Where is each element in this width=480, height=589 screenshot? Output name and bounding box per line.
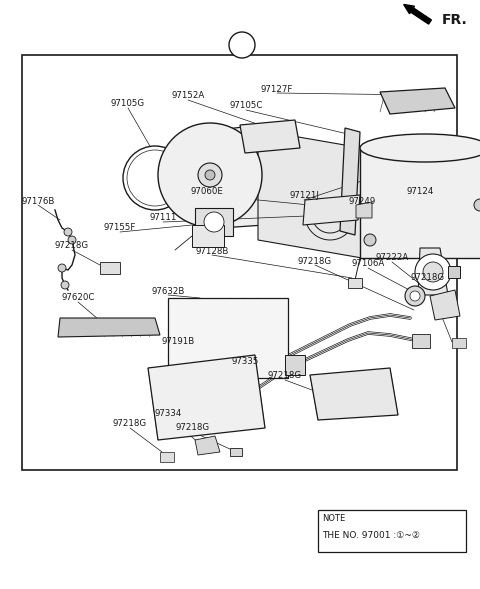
- Text: 97335: 97335: [231, 356, 259, 366]
- Circle shape: [158, 123, 262, 227]
- Circle shape: [229, 32, 255, 58]
- Circle shape: [364, 234, 376, 246]
- Text: 97632B: 97632B: [151, 286, 185, 296]
- Circle shape: [410, 291, 420, 301]
- Text: 97060E: 97060E: [191, 187, 223, 196]
- Text: 97218G: 97218G: [55, 241, 89, 250]
- Bar: [168, 298, 288, 378]
- Bar: [195, 208, 233, 236]
- Polygon shape: [218, 125, 265, 228]
- Circle shape: [423, 262, 443, 282]
- Bar: [348, 278, 362, 288]
- Text: 97218G: 97218G: [298, 256, 332, 266]
- Text: 2: 2: [239, 40, 246, 50]
- Text: 97249: 97249: [348, 197, 376, 206]
- Text: FR.: FR.: [442, 13, 468, 27]
- Text: 97127F: 97127F: [261, 84, 293, 94]
- Text: 97105C: 97105C: [229, 101, 263, 111]
- Bar: [412, 334, 430, 348]
- Text: 97334: 97334: [154, 409, 182, 419]
- Text: 97152A: 97152A: [171, 91, 204, 101]
- Circle shape: [405, 286, 425, 306]
- Polygon shape: [430, 290, 460, 320]
- Circle shape: [61, 281, 69, 289]
- Circle shape: [123, 146, 187, 210]
- Bar: [160, 452, 174, 462]
- Text: 97218G: 97218G: [113, 419, 147, 429]
- Polygon shape: [240, 120, 300, 153]
- Bar: [22, 55, 457, 470]
- Text: 97128B: 97128B: [195, 247, 228, 256]
- Polygon shape: [303, 195, 360, 225]
- Text: 97111: 97111: [149, 213, 177, 223]
- Polygon shape: [148, 355, 265, 440]
- Circle shape: [198, 163, 222, 187]
- Circle shape: [205, 170, 215, 180]
- Circle shape: [474, 199, 480, 211]
- Circle shape: [415, 254, 451, 290]
- Bar: [448, 266, 460, 278]
- Text: 97191B: 97191B: [161, 336, 194, 346]
- Text: 97105G: 97105G: [111, 100, 145, 108]
- Bar: [192, 225, 224, 247]
- Text: 97124: 97124: [406, 187, 434, 196]
- Polygon shape: [380, 88, 455, 114]
- Polygon shape: [305, 207, 354, 240]
- Text: 97620C: 97620C: [61, 293, 95, 303]
- FancyArrow shape: [404, 5, 432, 24]
- Polygon shape: [340, 128, 360, 235]
- Circle shape: [127, 150, 183, 206]
- Bar: [318, 510, 466, 552]
- Circle shape: [64, 228, 72, 236]
- Bar: [230, 448, 242, 456]
- Polygon shape: [310, 368, 398, 420]
- Text: 97218G: 97218G: [411, 273, 445, 283]
- Circle shape: [68, 236, 76, 244]
- Polygon shape: [195, 436, 220, 455]
- Text: 97106A: 97106A: [351, 260, 384, 269]
- Polygon shape: [58, 318, 160, 337]
- Text: NOTE: NOTE: [322, 514, 345, 523]
- Bar: [100, 262, 120, 274]
- Circle shape: [204, 212, 224, 232]
- Text: 97218G: 97218G: [176, 423, 210, 432]
- Text: 97155F: 97155F: [104, 223, 136, 233]
- Bar: [452, 338, 466, 348]
- Bar: [285, 355, 305, 375]
- Text: 97121J: 97121J: [289, 191, 319, 200]
- Polygon shape: [418, 248, 448, 295]
- Polygon shape: [356, 202, 372, 218]
- Text: 97222A: 97222A: [375, 253, 408, 263]
- Polygon shape: [258, 130, 362, 258]
- Polygon shape: [360, 148, 480, 258]
- Text: 97176B: 97176B: [21, 197, 55, 206]
- Text: THE NO. 97001 :①~②: THE NO. 97001 :①~②: [322, 531, 420, 541]
- Text: 97218G: 97218G: [268, 372, 302, 380]
- Circle shape: [58, 264, 66, 272]
- Ellipse shape: [360, 134, 480, 162]
